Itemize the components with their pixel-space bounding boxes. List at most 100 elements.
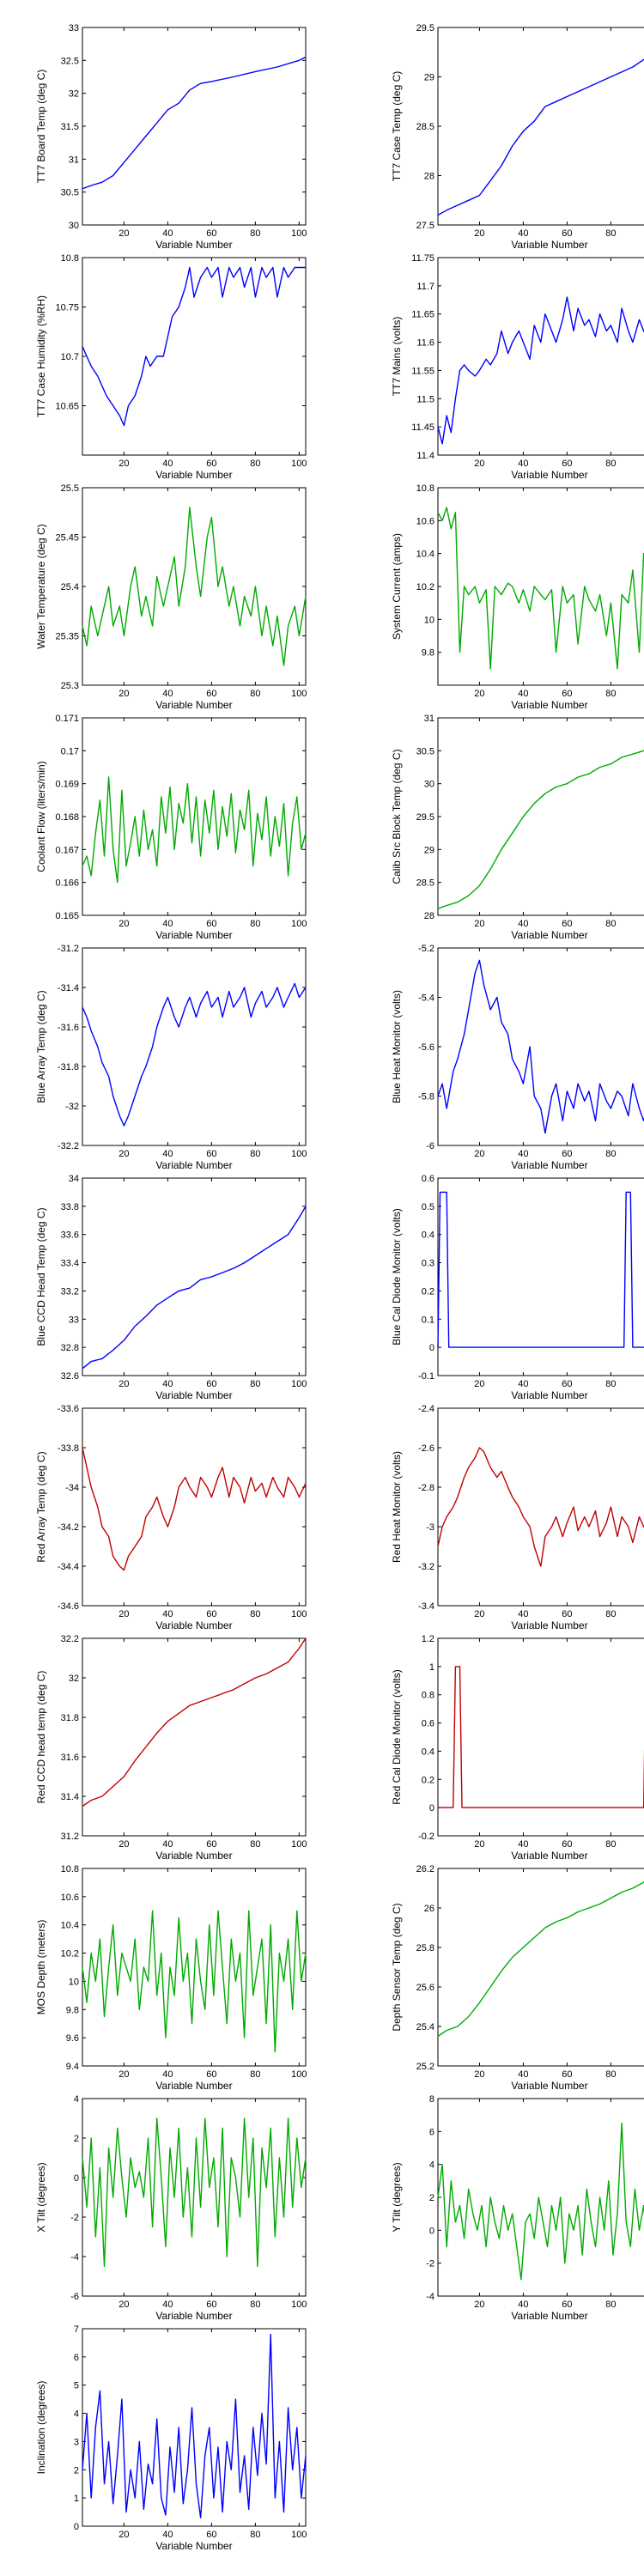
x-tick-label: 100 bbox=[291, 1839, 307, 1850]
y-tick-label: -2.8 bbox=[418, 1483, 434, 1493]
x-tick-label: 100 bbox=[291, 1609, 307, 1619]
plot-area bbox=[437, 487, 644, 686]
series-line bbox=[82, 982, 307, 1127]
x-tick-label: 20 bbox=[118, 689, 129, 699]
x-tick-label: 60 bbox=[206, 2530, 216, 2540]
x-axis-label: Variable Number bbox=[511, 929, 587, 941]
y-tick-label: 10.8 bbox=[416, 483, 434, 494]
y-tick-label: 33.4 bbox=[61, 1259, 79, 1269]
y-tick-label: 25.35 bbox=[55, 632, 79, 642]
series-line bbox=[82, 266, 306, 427]
x-tick-label: 100 bbox=[291, 2069, 307, 2080]
y-axis-label: Blue CCD Head Temp (deg C) bbox=[35, 1207, 47, 1346]
y-tick-label: 31.6 bbox=[61, 1753, 79, 1763]
x-tick-label: 60 bbox=[562, 1839, 572, 1850]
x-tick-label: 20 bbox=[474, 2300, 484, 2310]
x-axis-label: Variable Number bbox=[511, 2080, 587, 2092]
x-tick-label: 40 bbox=[162, 1379, 173, 1389]
y-tick-label: 3 bbox=[74, 2437, 79, 2447]
y-tick-label: -34.2 bbox=[58, 1522, 79, 1533]
plot-area bbox=[82, 1637, 307, 1837]
x-tick-label: 60 bbox=[562, 459, 572, 469]
y-tick-label: -5.2 bbox=[418, 944, 434, 954]
y-tick-label: 31 bbox=[424, 714, 434, 724]
x-tick-label: 20 bbox=[118, 459, 129, 469]
y-tick-label: 0 bbox=[429, 1343, 434, 1353]
plot-area bbox=[437, 27, 644, 226]
x-tick-label: 80 bbox=[250, 2069, 260, 2080]
y-tick-label: 0.17 bbox=[61, 746, 79, 756]
x-tick-label: 40 bbox=[162, 2530, 173, 2540]
y-tick-label: 25.2 bbox=[416, 2062, 434, 2072]
y-tick-label: 0.6 bbox=[422, 1174, 434, 1184]
y-tick-label: 25.5 bbox=[61, 483, 79, 494]
y-tick-label: 29 bbox=[424, 845, 434, 855]
series-line bbox=[82, 2117, 307, 2268]
y-tick-label: 0.4 bbox=[422, 1747, 434, 1757]
y-axis-label: Coolant Flow (liters/min) bbox=[35, 761, 47, 872]
y-tick-label: -32.2 bbox=[58, 1141, 79, 1151]
x-tick-label: 60 bbox=[206, 1149, 216, 1159]
y-tick-label: 32.2 bbox=[61, 1634, 79, 1644]
x-tick-label: 100 bbox=[291, 2530, 307, 2540]
y-tick-label: -0.1 bbox=[418, 1371, 434, 1382]
y-tick-label: -3.2 bbox=[418, 1562, 434, 1572]
y-axis-label: Depth Sensor Temp (deg C) bbox=[391, 1903, 403, 2031]
chart-panel-9: 20 40 60 80 100 -32.2 -32 -31.8 -31.6 -31.4 -31.2 V… bbox=[35, 944, 307, 1171]
x-tick-label: 60 bbox=[562, 1149, 572, 1159]
chart-panel-1: 20 40 60 80 100 30 30.5 31 31.5 32 32.5 33 Variable … bbox=[35, 23, 307, 251]
chart-panel-21: 20 40 60 80 100 0 1 2 3 4 5 6 7 Variable Number Inclin… bbox=[35, 2324, 307, 2552]
y-tick-label: 10 bbox=[424, 615, 434, 625]
y-axis-label: Red CCD head temp (deg C) bbox=[35, 1671, 47, 1804]
y-tick-label: 2 bbox=[74, 2465, 79, 2476]
y-tick-label: 27.5 bbox=[416, 221, 434, 231]
x-tick-label: 80 bbox=[250, 1379, 260, 1389]
y-tick-label: -0.2 bbox=[418, 1832, 434, 1842]
y-tick-label: 11.65 bbox=[411, 310, 434, 320]
series-line bbox=[437, 1880, 644, 2038]
x-tick-label: 40 bbox=[518, 1149, 528, 1159]
plot-area bbox=[437, 2098, 644, 2297]
x-tick-label: 20 bbox=[474, 228, 484, 239]
y-axis-label: System Current (amps) bbox=[391, 533, 403, 640]
chart-panel-12: 20406080100-0.100.10.20.30.40.50.6Variab… bbox=[391, 1174, 644, 1401]
x-tick-label: 40 bbox=[162, 2300, 173, 2310]
x-tick-label: 80 bbox=[605, 919, 616, 929]
x-axis-label: Variable Number bbox=[511, 1619, 587, 1631]
x-tick-label: 60 bbox=[206, 1609, 216, 1619]
x-tick-label: 20 bbox=[474, 1609, 484, 1619]
y-tick-label: 0.168 bbox=[55, 812, 79, 823]
x-axis-label: Variable Number bbox=[511, 1159, 587, 1171]
y-axis-label: Blue Cal Diode Monitor (volts) bbox=[391, 1208, 403, 1345]
y-axis-label: TT7 Board Temp (deg C) bbox=[35, 70, 47, 184]
y-tick-label: 0.4 bbox=[422, 1230, 434, 1241]
y-axis-label: Red Heat Monitor (volts) bbox=[391, 1451, 403, 1563]
y-tick-label: 10.2 bbox=[61, 1949, 79, 1959]
x-tick-label: 80 bbox=[605, 2300, 616, 2310]
x-tick-label: 40 bbox=[162, 1839, 173, 1850]
y-tick-label: 0.2 bbox=[422, 1286, 434, 1297]
x-axis-label: Variable Number bbox=[155, 469, 232, 481]
y-tick-label: 25.8 bbox=[416, 1943, 434, 1953]
plot-area bbox=[437, 947, 644, 1146]
x-tick-label: 20 bbox=[118, 1609, 129, 1619]
y-tick-label: 30.5 bbox=[416, 746, 434, 756]
y-axis-label: Inclination (degrees) bbox=[35, 2381, 47, 2475]
y-tick-label: 1.2 bbox=[422, 1634, 434, 1644]
x-tick-label: 20 bbox=[474, 1379, 484, 1389]
x-tick-label: 20 bbox=[474, 1149, 484, 1159]
x-tick-label: 80 bbox=[605, 689, 616, 699]
y-tick-label: 4 bbox=[429, 2160, 434, 2171]
series-line bbox=[437, 959, 644, 1134]
y-axis-label: Calib Src Block Temp (deg C) bbox=[391, 749, 403, 884]
x-tick-label: 20 bbox=[474, 2069, 484, 2080]
y-tick-label: 10.65 bbox=[55, 402, 79, 412]
chart-panel-13: 20 40 60 80 100 -34.6 -34.4 -34.2 -34 -33.8 -33.6 V… bbox=[35, 1404, 307, 1631]
series-line bbox=[438, 1666, 644, 1808]
y-tick-label: 7 bbox=[74, 2324, 79, 2335]
y-axis-label: TT7 Case Temp (deg C) bbox=[391, 71, 403, 182]
y-tick-label: 11.75 bbox=[411, 253, 434, 264]
plot-area bbox=[82, 27, 307, 226]
y-tick-label: 29 bbox=[424, 73, 434, 83]
